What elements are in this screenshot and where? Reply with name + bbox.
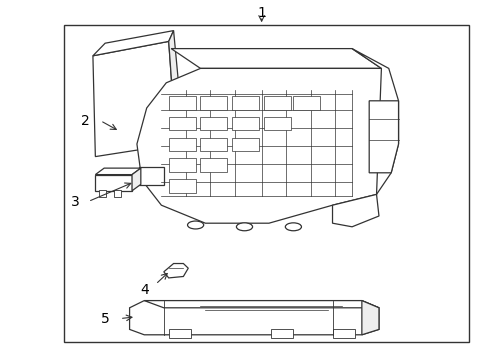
Text: 2: 2 (81, 114, 90, 127)
Bar (200, 117, 227, 130)
Ellipse shape (236, 223, 252, 231)
Bar (168, 117, 195, 130)
Bar (232, 138, 259, 151)
Polygon shape (171, 49, 381, 68)
Polygon shape (368, 101, 398, 173)
Polygon shape (93, 41, 176, 157)
Bar (200, 138, 227, 151)
Polygon shape (95, 168, 141, 175)
Bar (168, 329, 190, 338)
Bar (271, 329, 293, 338)
Bar (232, 96, 259, 110)
Bar (332, 329, 354, 338)
Polygon shape (332, 194, 378, 227)
Polygon shape (332, 49, 398, 205)
Text: 5: 5 (101, 312, 109, 325)
Bar (99, 190, 106, 197)
Bar (114, 190, 121, 197)
Polygon shape (139, 167, 163, 185)
Polygon shape (93, 31, 173, 56)
Bar (168, 158, 195, 172)
Polygon shape (144, 301, 378, 308)
Polygon shape (137, 68, 381, 223)
Bar (168, 179, 195, 193)
Bar (95, 175, 132, 191)
Bar (232, 117, 259, 130)
Polygon shape (132, 168, 141, 191)
Polygon shape (168, 31, 183, 144)
Ellipse shape (187, 221, 203, 229)
Bar (293, 96, 320, 110)
Bar (168, 96, 195, 110)
Bar (264, 117, 290, 130)
Bar (200, 96, 227, 110)
Polygon shape (163, 264, 188, 278)
Polygon shape (129, 301, 378, 335)
Text: 1: 1 (257, 6, 265, 19)
Ellipse shape (285, 223, 301, 231)
Bar (264, 96, 290, 110)
Text: 4: 4 (140, 283, 148, 297)
Text: 3: 3 (71, 195, 80, 208)
Polygon shape (361, 301, 378, 335)
Bar (168, 138, 195, 151)
Bar (63, 25, 468, 342)
Bar (200, 158, 227, 172)
